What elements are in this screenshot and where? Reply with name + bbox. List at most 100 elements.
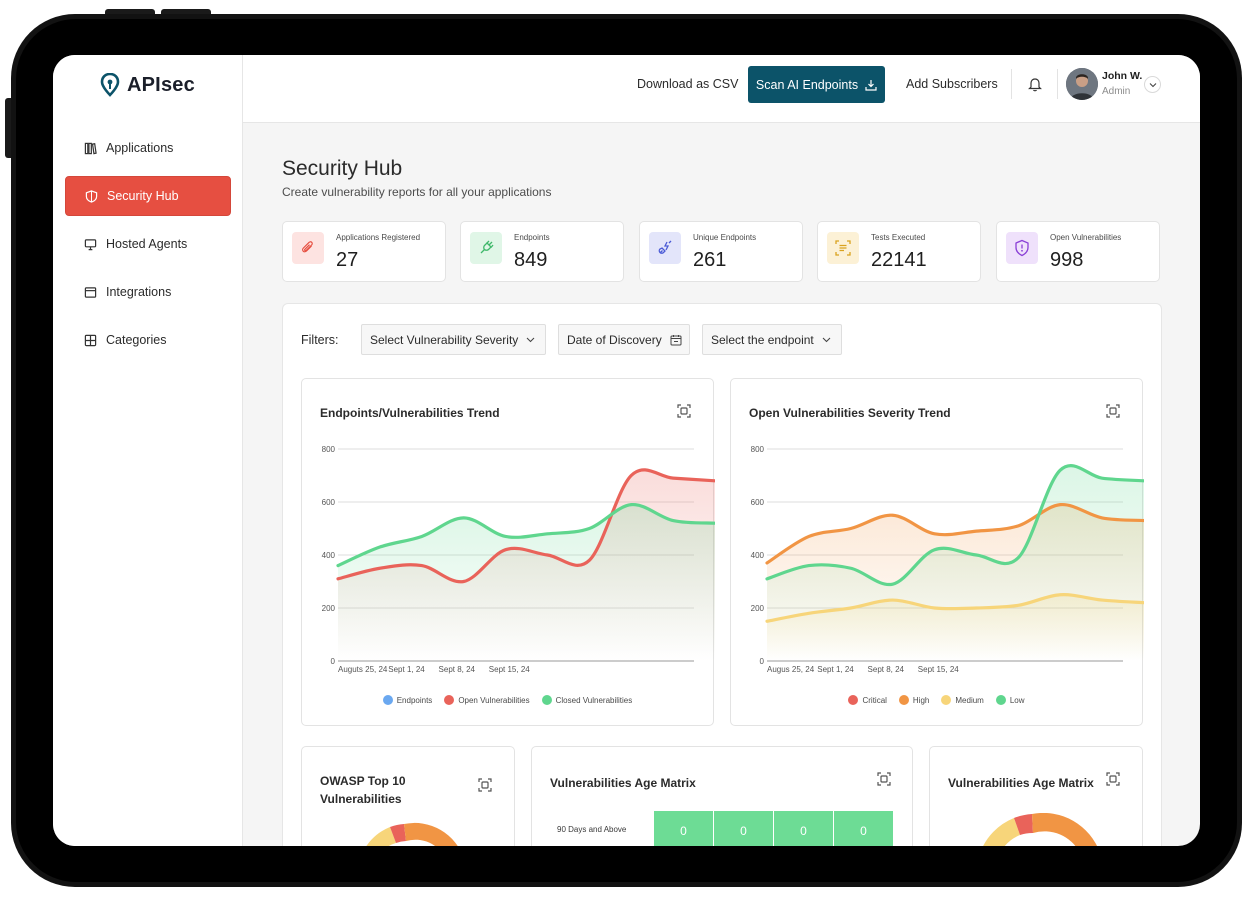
stat-label: Applications Registered (336, 233, 421, 242)
sidebar-item-label: Hosted Agents (106, 237, 188, 251)
sidebar-item-integrations[interactable]: Integrations (65, 272, 231, 312)
sidebar-item-label: Applications (106, 141, 174, 155)
stat-value: 261 (693, 249, 727, 271)
legend-item[interactable]: High (898, 695, 929, 705)
legend-item[interactable]: Endpoints (382, 695, 433, 705)
legend-label: Open Vulnerabilities (458, 695, 530, 705)
series-line (336, 468, 715, 584)
legend-dot (382, 695, 393, 705)
age-matrix-card: Vulnerabilities Age Matrix 90 Days and A… (531, 746, 913, 846)
bell-icon[interactable] (1027, 76, 1043, 92)
filters-label: Filters: (301, 333, 339, 347)
scan-button-label: Scan AI Endpoints (755, 77, 859, 92)
scan-ai-endpoints-button[interactable]: Scan AI Endpoints (748, 66, 885, 103)
side-button (5, 98, 11, 158)
stat-icon-box (827, 232, 859, 264)
stat-value: 27 (336, 249, 359, 271)
logo[interactable]: APIsec (100, 71, 195, 99)
expand-icon[interactable] (1106, 404, 1120, 418)
scan-doc-icon (835, 240, 851, 256)
expand-icon[interactable] (677, 404, 691, 418)
y-tick-label: 200 (751, 604, 765, 613)
user-menu-toggle[interactable] (1144, 76, 1161, 93)
sidebar-item-categories[interactable]: Categories (65, 320, 231, 360)
avatar[interactable] (1066, 68, 1098, 100)
page-title: Security Hub (282, 157, 403, 180)
chart-title: Open Vulnerabilities Severity Trend (749, 406, 951, 420)
x-tick-label: Sept 1, 24 (817, 665, 854, 674)
matrix-cell[interactable]: 0 (774, 811, 833, 846)
legend-dot (995, 695, 1006, 705)
legend-label: Critical (862, 695, 887, 705)
matrix-cell[interactable]: 0 (714, 811, 773, 846)
legend-label: Medium (955, 695, 984, 705)
legend-item[interactable]: Critical (848, 695, 887, 705)
sidebar-nav: Applications Security Hub Hosted Agents … (65, 128, 231, 368)
date-of-discovery-picker[interactable]: Date of Discovery (558, 324, 690, 355)
sidebar-item-security-hub[interactable]: Security Hub (65, 176, 231, 216)
sidebar-item-label: Security Hub (107, 189, 179, 203)
chart-legend: Critical High Medium Low (731, 695, 1142, 705)
stat-card-applications: Applications Registered 27 (282, 221, 446, 282)
top-header: Download as CSV Scan AI Endpoints Add Su… (243, 55, 1200, 123)
legend-item[interactable]: Medium (941, 695, 984, 705)
add-subscribers-link[interactable]: Add Subscribers (906, 77, 998, 91)
x-tick-label: Sept 8, 24 (868, 665, 905, 674)
series-line (765, 503, 1144, 565)
sidebar-item-applications[interactable]: Applications (65, 128, 231, 168)
legend-dot (941, 695, 952, 705)
sidebar-item-hosted-agents[interactable]: Hosted Agents (65, 224, 231, 264)
legend-label: Closed Vulnerabilities (555, 695, 633, 705)
sidebar-item-label: Integrations (106, 285, 172, 299)
legend-item[interactable]: Closed Vulnerabilities (541, 695, 633, 705)
calendar-icon (670, 334, 682, 345)
screen: APIsec Applications Security Hub Hosted … (53, 55, 1200, 846)
expand-icon[interactable] (877, 772, 891, 786)
window-icon (84, 286, 97, 298)
x-tick-label: Augus 25, 24 (767, 665, 815, 674)
expand-icon[interactable] (478, 778, 492, 792)
chevron-down-icon (1149, 82, 1156, 87)
severity-select[interactable]: Select Vulnerability Severity (361, 324, 546, 355)
y-tick-label: 400 (751, 551, 765, 560)
stat-label: Open Vulnerabilities (1050, 233, 1122, 242)
endpoints-vulnerabilities-trend-card: Endpoints/Vulnerabilities Trend 800 600 40… (301, 378, 715, 726)
grid-icon (84, 334, 97, 346)
matrix-cell[interactable]: 0 (654, 811, 713, 846)
age-matrix-donut-card: Vulnerabilities Age Matrix (929, 746, 1143, 846)
chart-legend: Endpoints Open Vulnerabilities Closed Vu… (302, 695, 713, 705)
plug-icon (480, 240, 494, 254)
legend-dot (541, 695, 552, 705)
legend-item[interactable]: Open Vulnerabilities (444, 695, 530, 705)
stat-value: 849 (514, 249, 548, 271)
legend-item[interactable]: Low (995, 695, 1025, 705)
series-line (765, 593, 1144, 623)
shield-alert-icon (1015, 239, 1029, 257)
expand-icon[interactable] (1106, 772, 1120, 786)
y-tick-label: 200 (322, 604, 336, 613)
page-subtitle: Create vulnerability reports for all you… (282, 185, 552, 199)
matrix-cell[interactable]: 0 (834, 811, 893, 846)
stat-card-unique-endpoints: Unique Endpoints 261 (639, 221, 803, 282)
legend-label: Endpoints (396, 695, 433, 705)
severity-select-value: Select Vulnerability Severity (370, 332, 519, 347)
series-area (767, 465, 1144, 661)
monitor-icon (84, 238, 97, 250)
download-csv-link[interactable]: Download as CSV (637, 77, 739, 91)
x-tick-label: Sept 15, 24 (918, 665, 959, 674)
books-icon (84, 142, 97, 154)
chart-title: Endpoints/Vulnerabilities Trend (320, 406, 500, 420)
series-line (765, 464, 1144, 587)
endpoint-select[interactable]: Select the endpoint (702, 324, 842, 355)
owasp-top10-card: OWASP Top 10 Vulnerabilities (301, 746, 515, 846)
y-tick-label: 800 (751, 445, 765, 454)
stat-card-open-vulnerabilities: Open Vulnerabilities 998 (996, 221, 1160, 282)
stat-icon-box (470, 232, 502, 264)
y-tick-label: 600 (751, 498, 765, 507)
stat-label: Unique Endpoints (693, 233, 757, 242)
user-role: Admin (1102, 86, 1131, 97)
power-button (161, 9, 211, 15)
paperclip-icon (302, 241, 313, 253)
legend-label: Low (1009, 695, 1025, 705)
